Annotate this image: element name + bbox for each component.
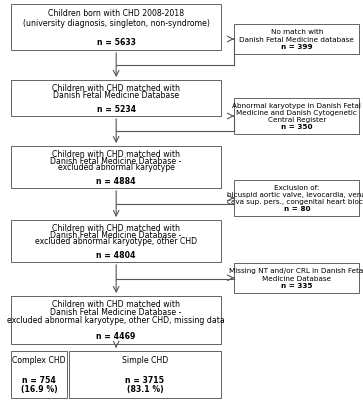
FancyBboxPatch shape: [234, 24, 359, 54]
Text: Children with CHD matched with: Children with CHD matched with: [52, 84, 180, 93]
Text: n = 754: n = 754: [22, 376, 56, 385]
Text: (83.1 %): (83.1 %): [127, 386, 163, 394]
Text: Exclusion of:: Exclusion of:: [274, 185, 319, 191]
Text: Central Register: Central Register: [268, 117, 326, 123]
Text: Children with CHD matched with: Children with CHD matched with: [52, 150, 180, 159]
FancyBboxPatch shape: [11, 80, 221, 116]
Text: excluded abnormal karyotype, other CHD, missing data: excluded abnormal karyotype, other CHD, …: [7, 316, 225, 325]
Text: n = 4884: n = 4884: [96, 177, 136, 186]
FancyBboxPatch shape: [234, 263, 359, 293]
Text: Abnormal karyotype in Danish Fetal: Abnormal karyotype in Danish Fetal: [232, 103, 361, 109]
FancyBboxPatch shape: [234, 180, 359, 216]
FancyBboxPatch shape: [11, 146, 221, 188]
Text: n = 4469: n = 4469: [97, 332, 136, 341]
Text: No match with: No match with: [270, 30, 323, 36]
Text: Missing NT and/or CRL in Danish Fetal: Missing NT and/or CRL in Danish Fetal: [229, 268, 363, 274]
Text: cava sup. pers., congenital heart block: cava sup. pers., congenital heart block: [227, 199, 363, 205]
Text: excluded abnormal karyotype: excluded abnormal karyotype: [58, 163, 175, 172]
Text: Children with CHD matched with: Children with CHD matched with: [52, 300, 180, 309]
Text: Children born with CHD 2008-2018: Children born with CHD 2008-2018: [48, 9, 184, 18]
Text: excluded abnormal karyotype, other CHD: excluded abnormal karyotype, other CHD: [35, 237, 197, 246]
Text: n = 3715: n = 3715: [125, 376, 164, 385]
FancyBboxPatch shape: [11, 220, 221, 262]
Text: n = 80: n = 80: [284, 206, 310, 212]
Text: Danish Fetal Medicine Database -: Danish Fetal Medicine Database -: [50, 230, 182, 240]
FancyBboxPatch shape: [11, 296, 221, 344]
Text: n = 5633: n = 5633: [97, 38, 136, 46]
FancyBboxPatch shape: [69, 351, 221, 398]
FancyBboxPatch shape: [11, 351, 67, 398]
Text: n = 4804: n = 4804: [97, 251, 136, 260]
Text: Medicine and Danish Cytogenetic: Medicine and Danish Cytogenetic: [236, 110, 357, 116]
Text: Medicine Database: Medicine Database: [262, 276, 331, 282]
Text: Children with CHD matched with: Children with CHD matched with: [52, 224, 180, 233]
FancyBboxPatch shape: [234, 98, 359, 134]
Text: n = 350: n = 350: [281, 124, 313, 130]
Text: (university diagnosis, singleton, non-syndrome): (university diagnosis, singleton, non-sy…: [23, 18, 209, 28]
Text: n = 5234: n = 5234: [97, 105, 136, 114]
Text: n = 335: n = 335: [281, 283, 313, 289]
FancyBboxPatch shape: [11, 4, 221, 50]
Text: Danish Fetal Medicine Database -: Danish Fetal Medicine Database -: [50, 156, 182, 166]
Text: Danish Fetal Medicine Database: Danish Fetal Medicine Database: [53, 91, 179, 100]
Text: Danish Fetal Medicine database: Danish Fetal Medicine database: [239, 37, 354, 43]
Text: Simple CHD: Simple CHD: [122, 356, 168, 365]
Text: n = 399: n = 399: [281, 44, 313, 50]
Text: bicuspid aortic valve, levocardia, vena: bicuspid aortic valve, levocardia, vena: [227, 192, 363, 198]
Text: Complex CHD: Complex CHD: [12, 356, 66, 365]
Text: (16.9 %): (16.9 %): [21, 386, 57, 394]
Text: Danish Fetal Medicine Database -: Danish Fetal Medicine Database -: [50, 308, 182, 317]
